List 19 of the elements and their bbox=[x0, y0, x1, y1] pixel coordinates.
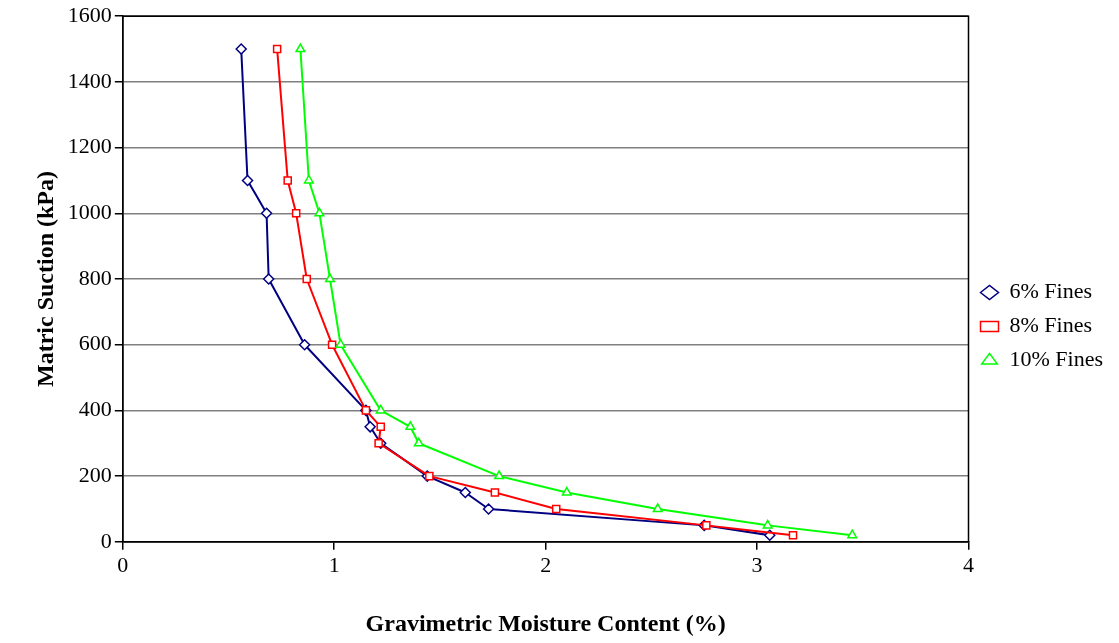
x-axis-title: Gravimetric Moisture Content (%) bbox=[365, 609, 726, 636]
y-tick-label: 1600 bbox=[67, 1, 112, 27]
y-tick-label: 800 bbox=[78, 264, 112, 290]
x-tick-label: 2 bbox=[540, 551, 552, 577]
legend-label: 6% Fines bbox=[1009, 278, 1092, 304]
legend-label: 8% Fines bbox=[1009, 312, 1092, 338]
y-tick-label: 1000 bbox=[67, 199, 112, 225]
x-tick-label: 4 bbox=[963, 551, 974, 577]
y-tick-label: 600 bbox=[78, 330, 112, 356]
y-tick-label: 0 bbox=[100, 527, 112, 553]
x-tick-label: 1 bbox=[328, 551, 340, 577]
y-tick-label: 400 bbox=[78, 396, 112, 422]
y-axis-title: Matric Suction (kPa) bbox=[31, 171, 58, 387]
x-tick-label: 3 bbox=[751, 551, 763, 577]
y-tick-label: 200 bbox=[78, 461, 112, 487]
y-tick-label: 1400 bbox=[67, 67, 112, 93]
y-tick-label: 1200 bbox=[67, 133, 112, 159]
legend-label: 10% Fines bbox=[1009, 346, 1103, 372]
x-tick-label: 0 bbox=[117, 551, 129, 577]
